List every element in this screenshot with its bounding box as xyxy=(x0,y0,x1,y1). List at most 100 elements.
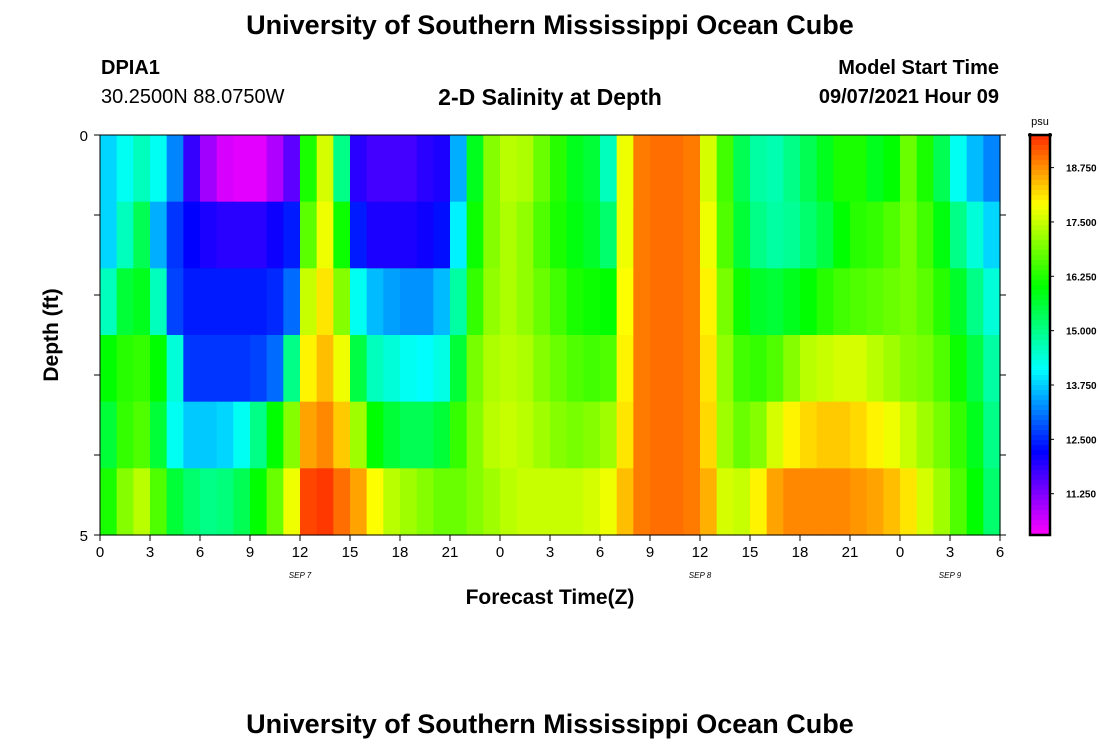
heatmap-cell xyxy=(633,401,651,469)
heatmap-cell xyxy=(566,401,584,469)
heatmap-cell xyxy=(583,401,601,469)
heatmap-cell xyxy=(483,201,501,269)
heatmap-cell xyxy=(233,468,251,536)
heatmap-cell xyxy=(450,135,468,203)
colorbar-band xyxy=(1030,160,1050,166)
heatmap-cell xyxy=(883,268,901,336)
heatmap-cell xyxy=(783,135,801,203)
colorbar-band xyxy=(1030,285,1050,291)
heatmap-cell xyxy=(433,335,451,403)
heatmap-cell xyxy=(183,268,201,336)
colorbar-band xyxy=(1030,280,1050,286)
model-start-label: Model Start Time xyxy=(838,57,999,79)
colorbar-band xyxy=(1030,380,1050,386)
heatmap-cell xyxy=(333,201,351,269)
x-tick-label: 12 xyxy=(692,544,709,561)
colorbar-band xyxy=(1030,180,1050,186)
heatmap-cell xyxy=(266,201,284,269)
heatmap-cell xyxy=(216,468,234,536)
heatmap-cell xyxy=(583,135,601,203)
heatmap-cell xyxy=(300,335,318,403)
heatmap-cell xyxy=(350,335,368,403)
heatmap-cell xyxy=(816,201,834,269)
heatmap-cell xyxy=(200,268,218,336)
heatmap-cell xyxy=(183,201,201,269)
heatmap-cell xyxy=(516,401,534,469)
heatmap-cell xyxy=(533,135,551,203)
heatmap-cell xyxy=(783,468,801,536)
heatmap-cell xyxy=(316,268,334,336)
heatmap-cell xyxy=(166,335,184,403)
heatmap-cell xyxy=(833,401,851,469)
heatmap-cell xyxy=(183,135,201,203)
colorbar-band xyxy=(1030,495,1050,501)
heatmap-cell xyxy=(616,401,634,469)
heatmap-cell xyxy=(850,335,868,403)
colorbar-band xyxy=(1030,410,1050,416)
heatmap-cell xyxy=(716,335,734,403)
colorbar-band xyxy=(1030,225,1050,231)
colorbar-band xyxy=(1030,435,1050,441)
heatmap-cell xyxy=(566,335,584,403)
colorbar-band xyxy=(1030,140,1050,146)
x-tick-label: 3 xyxy=(946,544,954,561)
heatmap-cell xyxy=(766,401,784,469)
heatmap-cell xyxy=(600,401,618,469)
heatmap-cell xyxy=(633,268,651,336)
heatmap-cell xyxy=(116,401,134,469)
heatmap-cell xyxy=(366,268,384,336)
colorbar-band xyxy=(1030,415,1050,421)
heatmap-cell xyxy=(150,335,168,403)
colorbar-band xyxy=(1030,230,1050,236)
heatmap-cell xyxy=(950,335,968,403)
heatmap-cell xyxy=(133,335,151,403)
heatmap-cell xyxy=(100,201,118,269)
heatmap-cell xyxy=(716,401,734,469)
heatmap-cell xyxy=(166,468,184,536)
colorbar-band xyxy=(1030,430,1050,436)
heatmap-cell xyxy=(233,401,251,469)
colorbar-band xyxy=(1030,445,1050,451)
colorbar-band xyxy=(1030,300,1050,306)
heatmap-cell xyxy=(600,268,618,336)
heatmap-cell xyxy=(800,468,818,536)
heatmap-cell xyxy=(500,268,518,336)
heatmap-cell xyxy=(850,401,868,469)
heatmap-cell xyxy=(233,268,251,336)
heatmap-cell xyxy=(400,468,418,536)
heatmap-cell xyxy=(166,268,184,336)
heatmap-cell xyxy=(716,135,734,203)
heatmap-cell xyxy=(883,468,901,536)
heatmap-cell xyxy=(950,201,968,269)
x-tick-label: 3 xyxy=(146,544,154,561)
heatmap-cell xyxy=(616,201,634,269)
heatmap-cell xyxy=(666,201,684,269)
heatmap-cell xyxy=(866,201,884,269)
colorbar-band xyxy=(1030,505,1050,511)
heatmap-cell xyxy=(833,335,851,403)
heatmap-cell xyxy=(550,268,568,336)
heatmap-cell xyxy=(283,335,301,403)
heatmap-cell xyxy=(466,201,484,269)
heatmap-cell xyxy=(683,135,701,203)
colorbar-band xyxy=(1030,330,1050,336)
heatmap-cell xyxy=(783,268,801,336)
colorbar-band xyxy=(1030,500,1050,506)
heatmap-cell xyxy=(900,201,918,269)
colorbar-tick-label: 13.750 xyxy=(1066,381,1097,392)
x-tick-label: 0 xyxy=(96,544,104,561)
heatmap-cell xyxy=(483,468,501,536)
heatmap-cell xyxy=(783,335,801,403)
heatmap-cell xyxy=(350,201,368,269)
heatmap-cell xyxy=(400,268,418,336)
heatmap-cell xyxy=(266,335,284,403)
heatmap-cell xyxy=(733,335,751,403)
heatmap-cell xyxy=(333,268,351,336)
heatmap-cell xyxy=(966,201,984,269)
heatmap-cell xyxy=(116,201,134,269)
heatmap-cell xyxy=(950,468,968,536)
heatmap-cell xyxy=(233,201,251,269)
heatmap-cell xyxy=(133,401,151,469)
heatmap-cell xyxy=(750,268,768,336)
heatmap-cell xyxy=(216,401,234,469)
